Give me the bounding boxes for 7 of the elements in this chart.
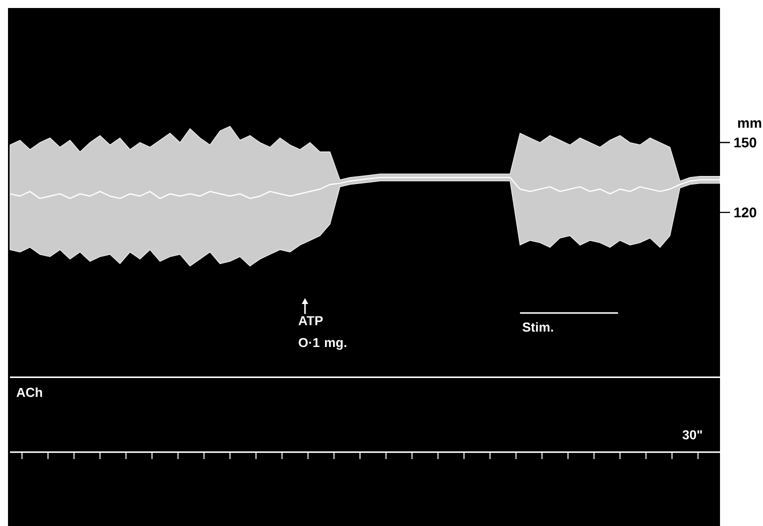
ref-line-label: ACh: [16, 387, 42, 397]
annotation: 30": [682, 430, 702, 440]
annotation: ATP O·1 mg.: [298, 316, 346, 350]
y-axis-title: mm: [738, 120, 762, 128]
annotation: Stim.: [522, 322, 553, 332]
y-tick-label: 120: [734, 208, 756, 218]
y-tick-label: 150: [734, 138, 756, 148]
